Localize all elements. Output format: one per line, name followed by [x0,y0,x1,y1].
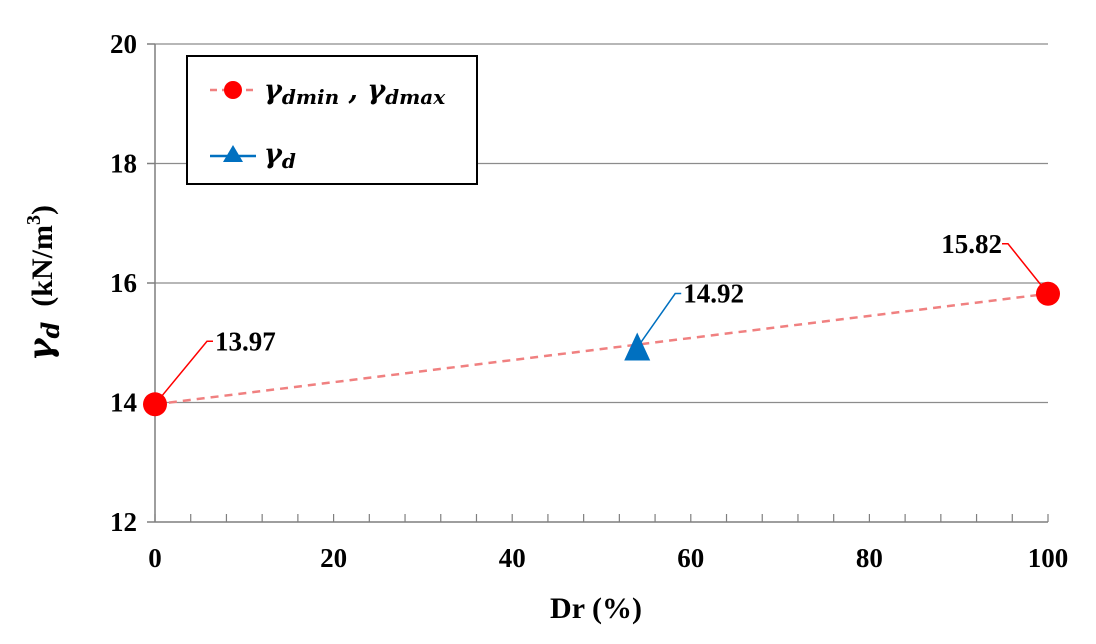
data-point [1036,281,1060,306]
series-0: 13.97 15.82 [143,229,1060,417]
data-point [624,332,651,361]
svg-text:γd: γd [264,139,296,173]
legend-gamma-d-symbol: γ [264,139,283,170]
data-label: 14.92 [683,279,744,309]
svg-text:γdmin , γdmax: γdmin , γdmax [264,75,446,109]
x-axis-title: Dr (%) [550,592,642,625]
data-label: 13.97 [215,326,276,356]
legend: γdmin , γdmax γd [186,55,478,185]
y-axis-unit: (kN/m [26,225,59,307]
legend-minmax-symbol-2: γ [367,75,386,106]
legend-entry-minmax: γdmin , γdmax [210,75,446,109]
legend-entry-gamma-d: γd [210,139,296,173]
y-axis-symbol-subscript: d [36,322,65,339]
leader-line [1002,243,1049,295]
data-point [143,392,167,417]
y-axis-unit-exponent: 3 [23,215,45,225]
y-tick-label: 18 [110,149,137,179]
x-tick-label: 80 [856,543,883,573]
legend-gamma-d-sub: d [282,149,296,173]
legend-minmax-marker [224,81,242,99]
y-tick-label: 12 [110,507,137,537]
x-tick-label: 60 [677,543,704,573]
svg-text:γd (kN/m3): γd (kN/m3) [21,205,65,361]
series-line [154,292,1049,406]
y-axis-symbol: γ [21,337,61,361]
legend-minmax-symbol-1: γ [264,75,283,106]
y-tick-label: 14 [110,388,137,418]
legend-minmax-sub-2: dmax [385,85,446,109]
x-tick-label: 0 [148,543,162,573]
series-layer: 13.97 15.82 14.92 [143,229,1060,417]
x-tick-label: 20 [320,543,347,573]
data-label: 15.82 [941,229,1002,259]
x-minor-ticks [154,514,1049,522]
leader-line [636,292,682,348]
x-tick-label: 40 [499,543,526,573]
x-tick-labels: 0 20 40 60 80 100 [148,543,1068,573]
legend-minmax-sub-1: dmin [282,85,339,109]
legend-box [186,55,478,185]
y-tick-labels: 12 14 16 18 20 [110,29,137,537]
y-tick-label: 20 [110,29,137,59]
legend-minmax-separator: , [339,75,367,106]
x-tick-label: 100 [1028,543,1069,573]
y-tick-label: 16 [110,268,137,298]
series-1: 14.92 [624,279,744,361]
y-axis-title: γd (kN/m3) [21,205,65,361]
leader-line [154,340,213,405]
y-axis-unit-close: ) [26,205,59,215]
legend-gamma-d-marker [223,145,243,162]
